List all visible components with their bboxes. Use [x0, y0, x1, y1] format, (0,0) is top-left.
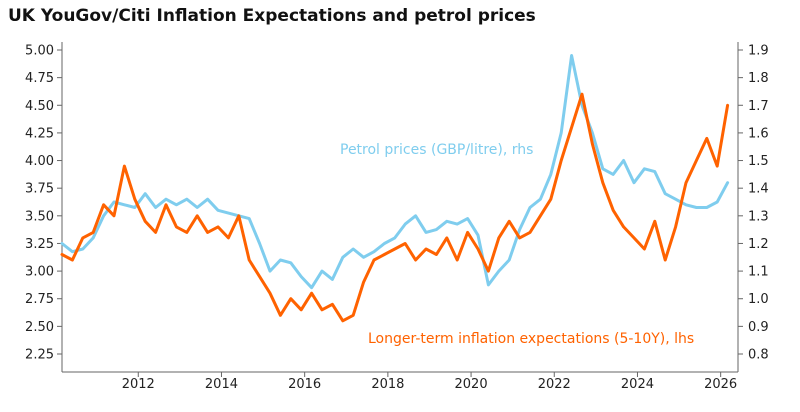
- right-tick-label: 1.0: [748, 292, 769, 307]
- x-tick-label: 2016: [288, 377, 321, 392]
- x-tick-label: 2022: [538, 377, 571, 392]
- right-tick-label: 1.1: [748, 265, 769, 280]
- inflation-expectations-line: [60, 92, 730, 323]
- right-tick-label: 1.4: [748, 182, 769, 197]
- inflation-series-label: Longer-term inflation expectations (5-10…: [368, 331, 694, 347]
- right-tick-label: 0.8: [748, 348, 769, 363]
- x-tick-label: 2020: [455, 377, 488, 392]
- x-axis-ticks: 2012 2014 2016 2018 2020 2022 2024 2026: [122, 372, 737, 392]
- right-tick-label: 1.3: [748, 209, 769, 224]
- right-axis-ticks: 0.8 0.9 1.0 1.1 1.2 1.3 1.4 1.5 1.6 1.7 1.8 1.9: [738, 44, 769, 363]
- x-tick-label: 2018: [371, 377, 404, 392]
- chart-title: UK YouGov/Citi Inflation Expectations an…: [8, 6, 536, 26]
- left-tick-label: 3.00: [25, 265, 54, 280]
- left-tick-label: 4.00: [25, 154, 54, 169]
- right-tick-label: 1.5: [748, 154, 769, 169]
- x-tick-label: 2012: [122, 377, 155, 392]
- left-tick-label: 3.50: [25, 209, 54, 224]
- right-tick-label: 1.7: [748, 99, 769, 114]
- right-tick-label: 1.8: [748, 71, 769, 86]
- x-tick-label: 2026: [704, 377, 737, 392]
- x-tick-label: 2014: [205, 377, 238, 392]
- left-tick-label: 4.50: [25, 99, 54, 114]
- right-tick-label: 1.2: [748, 237, 769, 252]
- x-tick-label: 2024: [621, 377, 654, 392]
- right-tick-label: 0.9: [748, 320, 769, 335]
- series-layer: [60, 54, 730, 323]
- right-tick-label: 1.9: [748, 44, 769, 59]
- left-tick-label: 3.25: [25, 237, 54, 252]
- petrol-price-line: [60, 54, 730, 290]
- left-tick-label: 4.75: [25, 71, 54, 86]
- right-tick-label: 1.6: [748, 126, 769, 141]
- left-tick-label: 2.25: [25, 348, 54, 363]
- left-tick-label: 3.75: [25, 182, 54, 197]
- left-tick-label: 2.75: [25, 292, 54, 307]
- chart-axes: [61, 42, 739, 373]
- left-tick-label: 2.50: [25, 320, 54, 335]
- left-tick-label: 5.00: [25, 44, 54, 59]
- left-axis-ticks: 2.25 2.50 2.75 3.00 3.25 3.50 3.75 4.00 4.25 4.50…: [25, 44, 62, 363]
- petrol-series-label: Petrol prices (GBP/litre), rhs: [340, 142, 533, 158]
- left-tick-label: 4.25: [25, 126, 54, 141]
